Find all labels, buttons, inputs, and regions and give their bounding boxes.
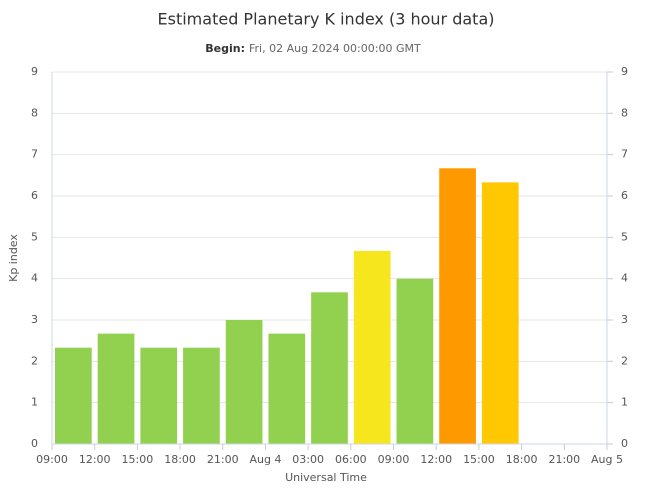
x-tick-label: 21:00 (548, 453, 580, 466)
subtitle-label: Begin: (205, 42, 245, 55)
x-tick-label: Aug 4 (249, 453, 281, 466)
bar (55, 347, 92, 444)
x-tick-label: 15:00 (463, 453, 495, 466)
x-tick-label: 09:00 (378, 453, 410, 466)
x-tick-label: 18:00 (164, 453, 196, 466)
x-axis-title: Universal Time (285, 471, 367, 484)
y-axis-title: Kp index (7, 234, 20, 282)
bar (353, 250, 391, 444)
x-tick-label: 09:00 (36, 453, 68, 466)
y-tick-label: 1 (31, 396, 38, 409)
y2-tick-label: 1 (621, 396, 628, 409)
y2-tick-label: 2 (621, 354, 628, 367)
bar (268, 333, 306, 444)
y2-tick-label: 8 (621, 106, 628, 119)
y-tick-label: 3 (31, 313, 38, 326)
bar (225, 320, 263, 444)
y-tick-label: 7 (31, 148, 38, 161)
x-tick-label: 03:00 (292, 453, 324, 466)
x-tick-label: 18:00 (506, 453, 538, 466)
bar (183, 347, 220, 444)
x-tick-label: 12:00 (420, 453, 452, 466)
y2-tick-label: 4 (621, 272, 628, 285)
y-tick-label: 2 (31, 354, 38, 367)
y2-tick-label: 0 (621, 437, 628, 450)
y-tick-label: 5 (31, 230, 38, 243)
y-tick-label: 8 (31, 106, 38, 119)
y2-tick-label: 9 (621, 65, 628, 78)
subtitle: Fri, 02 Aug 2024 00:00:00 GMT (249, 42, 421, 55)
y2-tick-label: 5 (621, 230, 628, 243)
bar (311, 292, 348, 444)
bar (140, 347, 178, 444)
bar (439, 168, 476, 444)
y2-tick-label: 7 (621, 148, 628, 161)
y-tick-label: 4 (31, 272, 38, 285)
bar (396, 278, 434, 444)
x-tick-label: Aug 5 (591, 453, 623, 466)
bar (481, 182, 519, 445)
x-tick-label: 06:00 (335, 453, 367, 466)
x-tick-label: 15:00 (122, 453, 154, 466)
bar (97, 333, 135, 444)
x-tick-label: 12:00 (79, 453, 111, 466)
y2-tick-label: 6 (621, 189, 628, 202)
y-tick-label: 9 (31, 65, 38, 78)
y-tick-label: 6 (31, 189, 38, 202)
y-tick-label: 0 (31, 437, 38, 450)
y2-tick-label: 3 (621, 313, 628, 326)
chart-title: Estimated Planetary K index (3 hour data… (158, 10, 495, 29)
x-tick-label: 21:00 (207, 453, 239, 466)
